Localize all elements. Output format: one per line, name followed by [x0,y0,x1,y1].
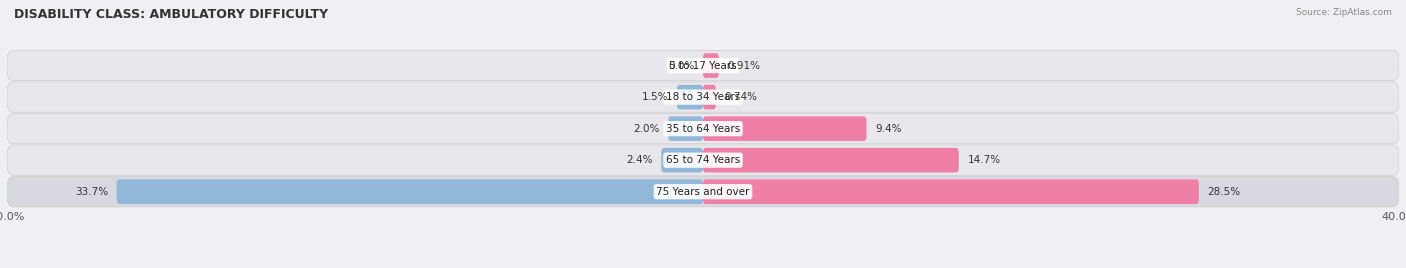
Text: 75 Years and over: 75 Years and over [657,187,749,197]
Text: Source: ZipAtlas.com: Source: ZipAtlas.com [1296,8,1392,17]
FancyBboxPatch shape [703,85,716,109]
Text: 0.74%: 0.74% [724,92,758,102]
FancyBboxPatch shape [676,85,703,109]
FancyBboxPatch shape [7,82,1399,112]
Text: 2.0%: 2.0% [633,124,659,134]
Legend: Male, Female: Male, Female [645,267,761,268]
Text: 28.5%: 28.5% [1208,187,1240,197]
Text: 14.7%: 14.7% [967,155,1001,165]
Text: 35 to 64 Years: 35 to 64 Years [666,124,740,134]
Text: 33.7%: 33.7% [75,187,108,197]
Text: 2.4%: 2.4% [626,155,652,165]
Text: 65 to 74 Years: 65 to 74 Years [666,155,740,165]
FancyBboxPatch shape [703,148,959,173]
Text: 18 to 34 Years: 18 to 34 Years [666,92,740,102]
Text: 0.91%: 0.91% [727,61,761,70]
FancyBboxPatch shape [661,148,703,173]
Text: 5 to 17 Years: 5 to 17 Years [669,61,737,70]
Text: 9.4%: 9.4% [876,124,901,134]
FancyBboxPatch shape [7,50,1399,81]
Text: DISABILITY CLASS: AMBULATORY DIFFICULTY: DISABILITY CLASS: AMBULATORY DIFFICULTY [14,8,328,21]
FancyBboxPatch shape [117,179,703,204]
FancyBboxPatch shape [668,116,703,141]
FancyBboxPatch shape [7,177,1399,207]
FancyBboxPatch shape [703,116,866,141]
FancyBboxPatch shape [7,145,1399,175]
FancyBboxPatch shape [703,53,718,78]
Text: 0.0%: 0.0% [668,61,695,70]
FancyBboxPatch shape [7,114,1399,144]
Text: 1.5%: 1.5% [641,92,668,102]
FancyBboxPatch shape [703,179,1199,204]
